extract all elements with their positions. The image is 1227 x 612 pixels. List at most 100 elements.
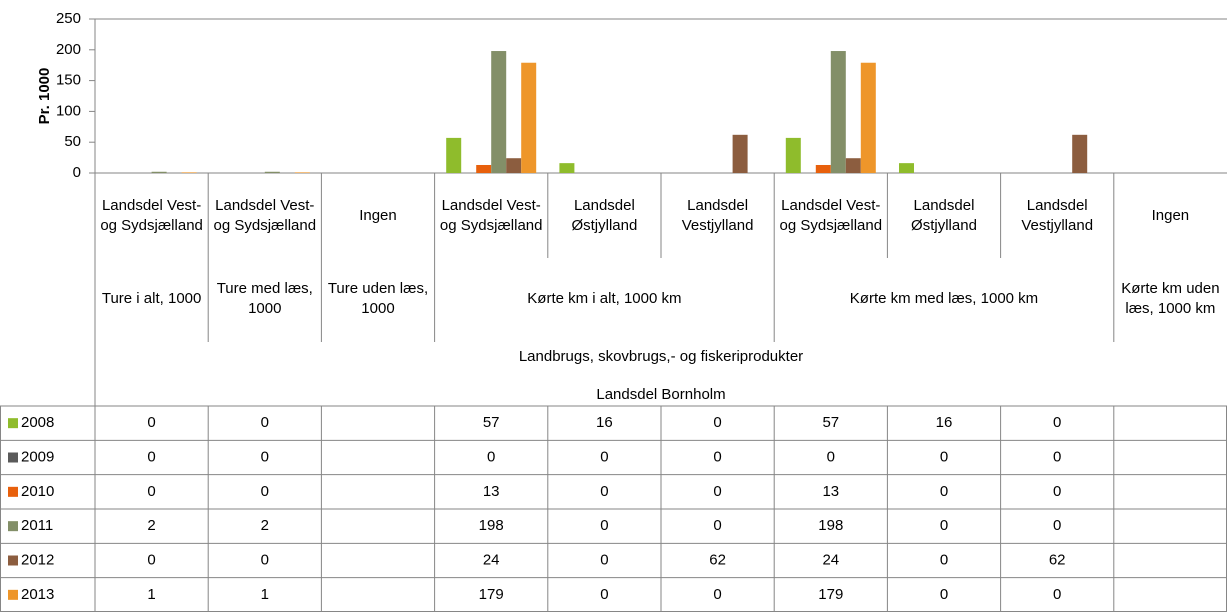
table-cell: 0 xyxy=(713,586,721,603)
category-label: Landsdel Østjylland xyxy=(571,197,638,234)
table-cell: 0 xyxy=(940,586,948,603)
table-cell: 0 xyxy=(1053,483,1061,500)
table-cell: 0 xyxy=(940,551,948,568)
table-cell: 0 xyxy=(261,551,269,568)
bar xyxy=(732,134,748,173)
category-label: Landsdel Østjylland xyxy=(911,197,977,234)
bar xyxy=(151,171,167,173)
table-cell: 0 xyxy=(940,448,948,465)
table-cell: 62 xyxy=(709,551,726,568)
table-cell: 0 xyxy=(261,483,269,500)
table-cell: 0 xyxy=(261,448,269,465)
table-cell: 0 xyxy=(600,517,608,534)
table-cell: 16 xyxy=(936,414,953,431)
bar xyxy=(446,137,462,173)
bar xyxy=(785,137,801,173)
measure-label: Kørte km uden læs, 1000 km xyxy=(1121,280,1220,317)
measure-label: Kørte km med læs, 1000 km xyxy=(849,290,1039,307)
category-label: Landsdel Vest- og Sydsjælland xyxy=(213,197,317,234)
region-label: Landsdel Bornholm xyxy=(596,386,725,403)
table-cell: 0 xyxy=(261,414,269,431)
y-tick-label: 250 xyxy=(56,10,81,27)
bar xyxy=(506,158,522,173)
table-cell: 57 xyxy=(822,414,839,431)
table-cell: 0 xyxy=(940,517,948,534)
table-cell: 62 xyxy=(1049,551,1066,568)
y-tick-label: 100 xyxy=(56,102,81,119)
table-cell: 0 xyxy=(600,586,608,603)
product-label: Landbrugs, skovbrugs,- og fiskeriprodukt… xyxy=(519,348,803,365)
table-cell: 0 xyxy=(713,414,721,431)
category-label: Landsdel Vest- og Sydsjælland xyxy=(100,197,203,234)
bar xyxy=(476,164,492,173)
table-cell: 179 xyxy=(479,586,504,603)
legend-label: 2009 xyxy=(21,448,54,465)
table-cell: 198 xyxy=(818,517,843,534)
bar xyxy=(559,163,575,173)
table-cell: 0 xyxy=(713,483,721,500)
y-axis-label: Pr. 1000 xyxy=(36,68,53,125)
table-cell: 0 xyxy=(940,483,948,500)
y-tick-label: 50 xyxy=(64,133,81,150)
table-cell: 1 xyxy=(261,586,269,603)
category-label: Ingen xyxy=(359,207,397,224)
table-cell: 179 xyxy=(818,586,843,603)
table-cell: 0 xyxy=(713,517,721,534)
legend-label: 2008 xyxy=(21,414,54,431)
legend-swatch xyxy=(8,589,18,600)
bar xyxy=(521,62,537,173)
category-label: Landsdel Vest- og Sydsjælland xyxy=(779,197,883,234)
table-cell: 13 xyxy=(483,483,500,500)
table-cell: 0 xyxy=(600,483,608,500)
table-cell: 16 xyxy=(596,414,613,431)
measure-label: Ture i alt, 1000 xyxy=(101,290,202,307)
table-cell: 0 xyxy=(1053,414,1061,431)
y-tick-label: 150 xyxy=(56,72,81,89)
bar xyxy=(491,51,507,174)
table-cell: 0 xyxy=(827,448,835,465)
table-cell: 24 xyxy=(822,551,839,568)
category-label: Ingen xyxy=(1151,207,1190,224)
legend-swatch xyxy=(8,486,18,497)
table-cell: 0 xyxy=(1053,586,1061,603)
table-cell: 0 xyxy=(147,483,155,500)
table-cell: 0 xyxy=(1053,448,1061,465)
table-cell: 0 xyxy=(600,551,608,568)
legend-swatch xyxy=(8,452,18,463)
legend-swatch xyxy=(8,418,18,429)
bar xyxy=(1072,134,1088,173)
table-cell: 1 xyxy=(147,586,155,603)
bar xyxy=(294,172,310,173)
category-label: Landsdel Vest- og Sydsjælland xyxy=(439,197,543,234)
table-cell: 57 xyxy=(483,414,500,431)
bar xyxy=(830,51,846,174)
legend-label: 2012 xyxy=(21,551,54,568)
measure-label: Ture med læs, 1000 xyxy=(216,280,313,317)
y-tick-label: 200 xyxy=(56,41,81,58)
table-cell: 0 xyxy=(600,448,608,465)
bar xyxy=(899,163,914,173)
table-cell: 2 xyxy=(261,517,269,534)
legend-label: 2011 xyxy=(21,517,53,534)
table-cell: 0 xyxy=(147,551,155,568)
y-tick-label: 0 xyxy=(73,164,81,181)
table-cell: 0 xyxy=(487,448,495,465)
bar xyxy=(264,171,280,173)
table-cell: 2 xyxy=(147,517,155,534)
table-cell: 0 xyxy=(713,448,721,465)
category-label: Landsdel Vestjylland xyxy=(1021,197,1094,234)
bar xyxy=(181,172,197,173)
table-cell: 0 xyxy=(147,414,155,431)
bar xyxy=(815,164,831,173)
table-cell: 0 xyxy=(1053,517,1061,534)
table-cell: 198 xyxy=(479,517,504,534)
legend-swatch xyxy=(8,521,18,532)
measure-label: Ture uden læs, 1000 xyxy=(327,280,429,317)
legend-label: 2010 xyxy=(21,483,54,500)
table-cell: 0 xyxy=(147,448,155,465)
table-cell: 13 xyxy=(822,483,839,500)
bar xyxy=(860,62,876,173)
legend-label: 2013 xyxy=(21,586,54,603)
